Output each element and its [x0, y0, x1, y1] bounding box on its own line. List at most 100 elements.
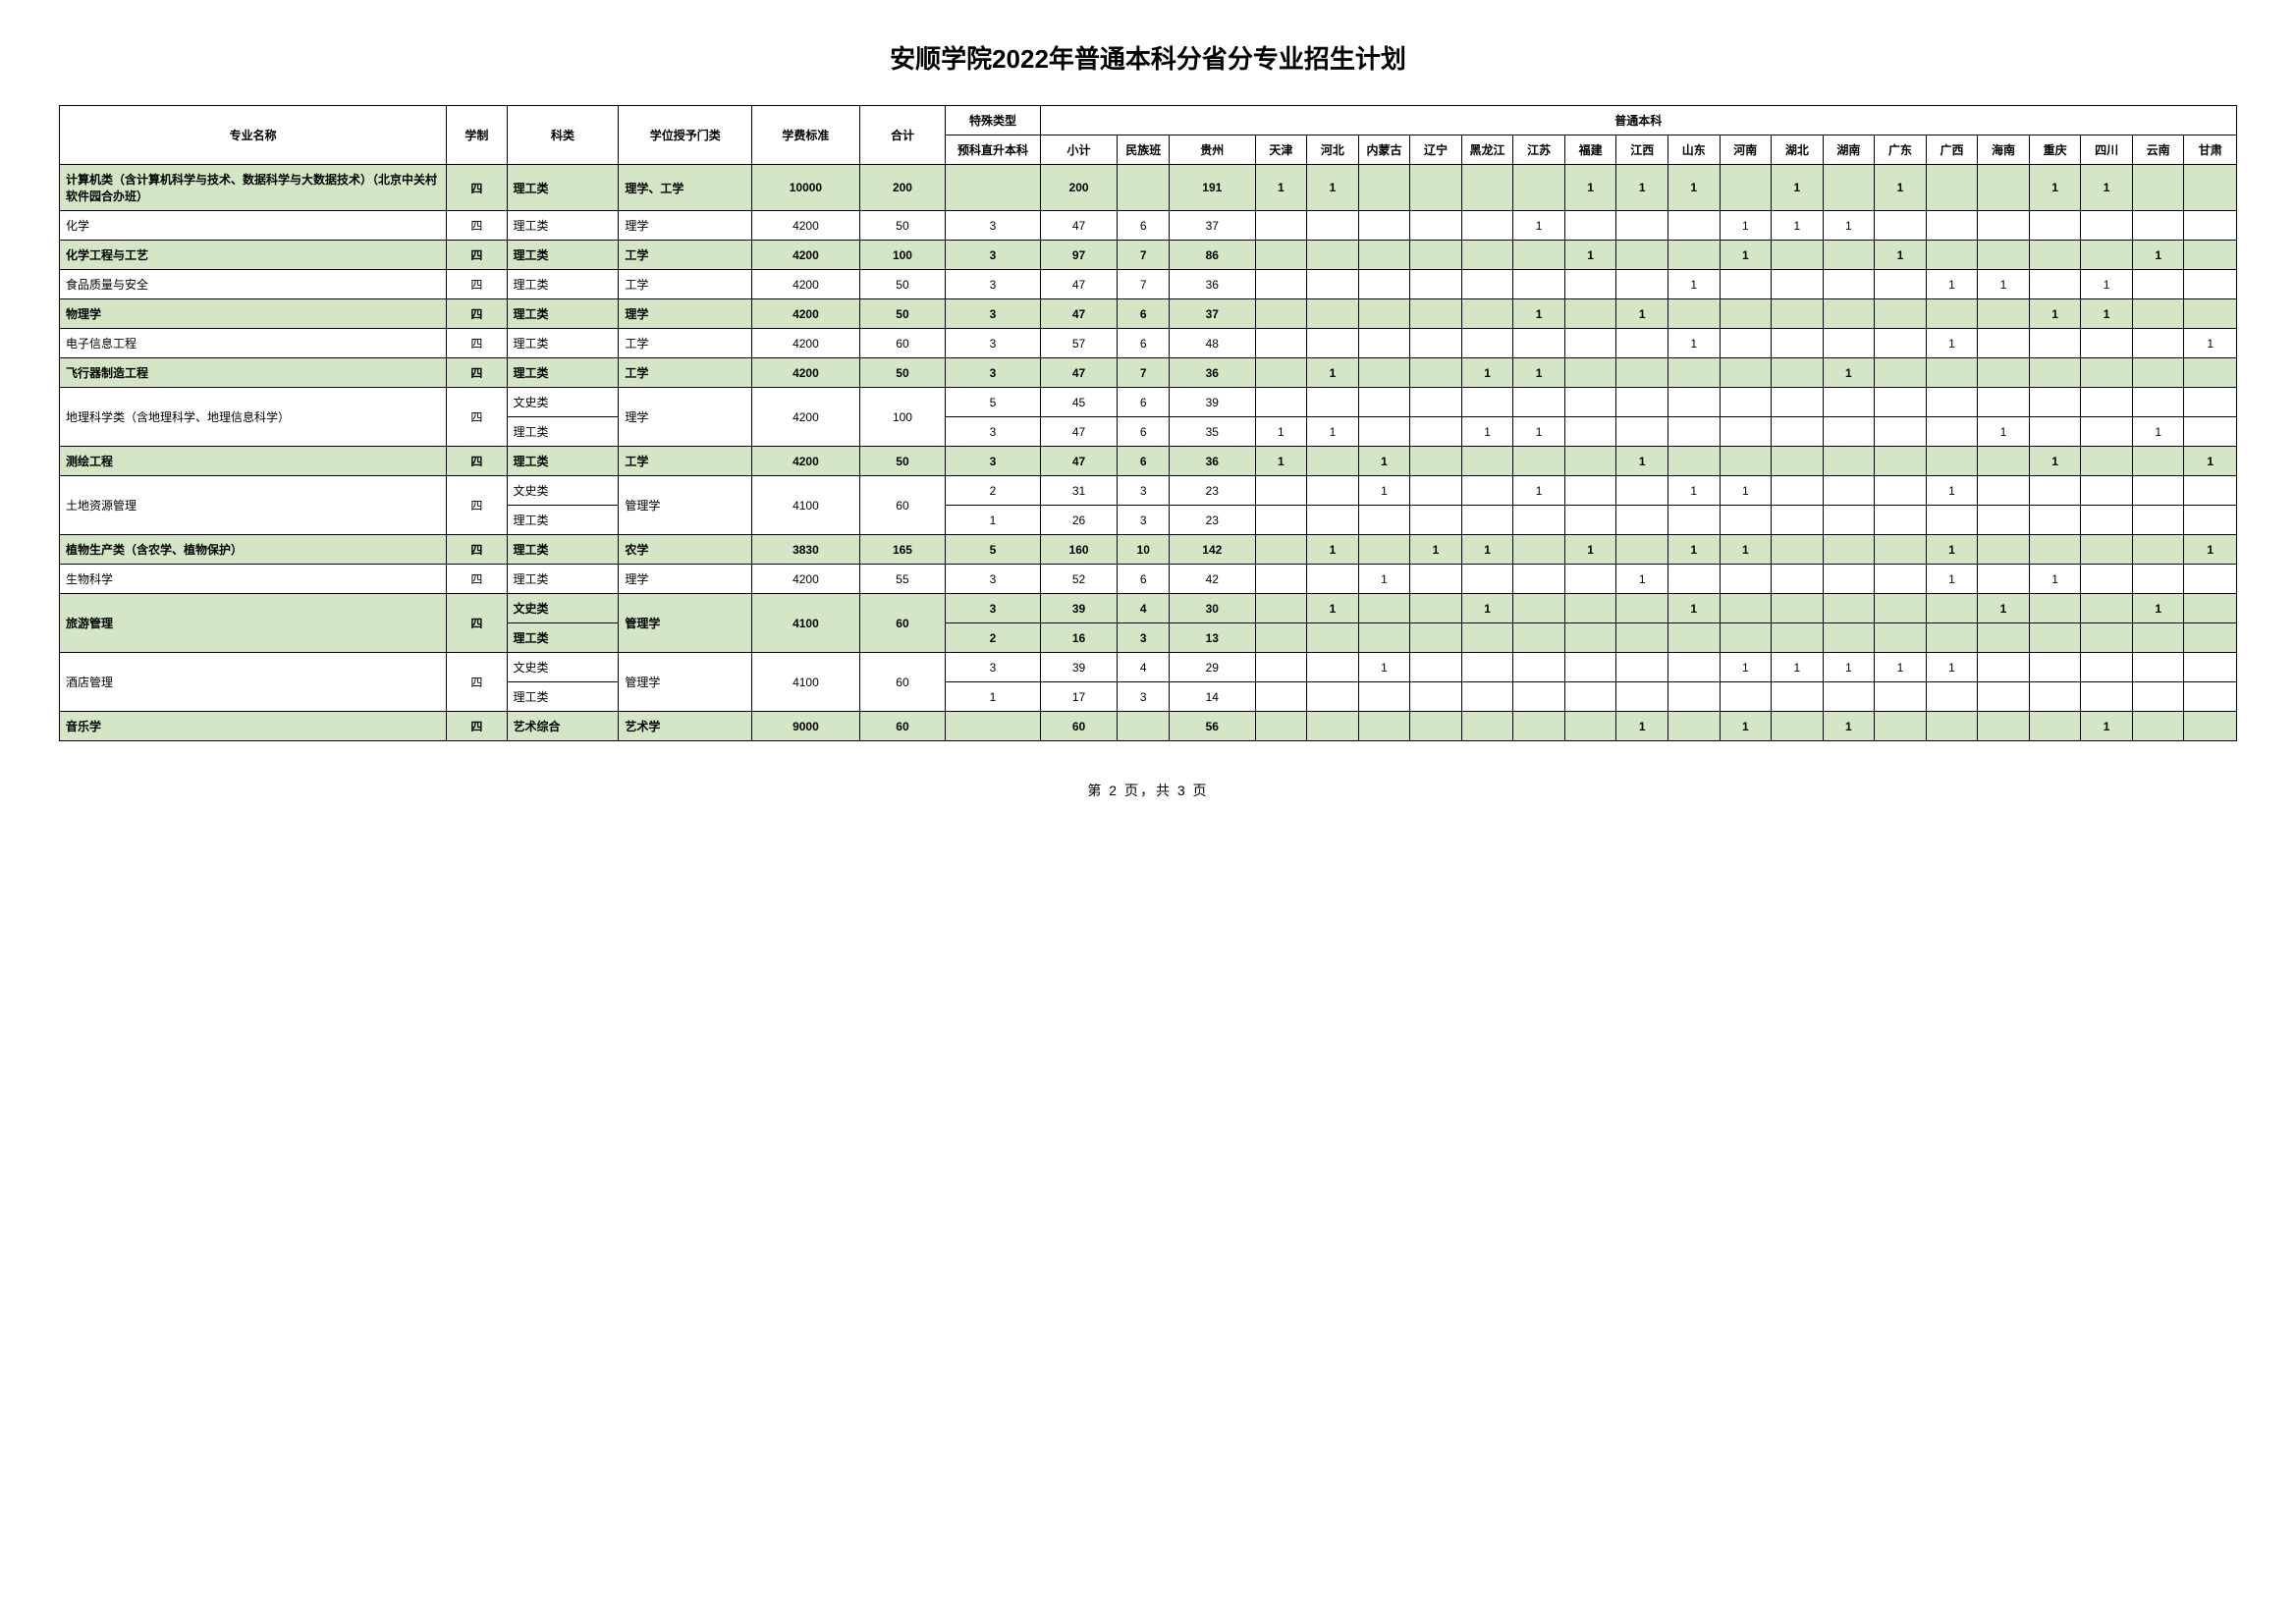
cell-prov: [1461, 211, 1513, 241]
cell-prov: [2081, 241, 2133, 270]
cell-xj: 47: [1040, 417, 1118, 447]
cell-prov: [1772, 594, 1824, 623]
cell-prov: [1410, 712, 1462, 741]
cell-prov: 1: [1616, 565, 1668, 594]
table-row: 地理科学类（含地理科学、地理信息科学）四文史类理学4200100545639: [60, 388, 2237, 417]
cell-prov: 1: [1720, 211, 1772, 241]
cell-prov: 1: [1667, 476, 1720, 506]
cell-yk: 3: [946, 447, 1040, 476]
cell-total: 60: [859, 476, 946, 535]
cell-xw: 工学: [619, 270, 752, 299]
cell-prov: [1978, 565, 2030, 594]
cell-prov: 1: [1720, 712, 1772, 741]
cell-total: 100: [859, 241, 946, 270]
cell-prov: 1: [1410, 535, 1462, 565]
cell-prov: [2184, 682, 2237, 712]
cell-prov: [2081, 623, 2133, 653]
cell-prov: [1410, 388, 1462, 417]
cell-prov: [2132, 447, 2184, 476]
cell-prov: [2184, 211, 2237, 241]
cell-prov: [1926, 299, 1978, 329]
cell-kl: 理工类: [507, 165, 619, 211]
cell-prov: 48: [1170, 329, 1256, 358]
cell-prov: [1720, 165, 1772, 211]
cell-prov: [1461, 447, 1513, 476]
cell-prov: [1616, 358, 1668, 388]
cell-prov: [1772, 388, 1824, 417]
cell-total: 50: [859, 447, 946, 476]
cell-prov: 39: [1170, 388, 1256, 417]
cell-xz: 四: [447, 476, 507, 535]
cell-prov: [2132, 476, 2184, 506]
cell-prov: 14: [1170, 682, 1256, 712]
cell-prov: [1513, 535, 1565, 565]
cell-prov: [2184, 165, 2237, 211]
cell-kl: 理工类: [507, 565, 619, 594]
cell-yk: 3: [946, 299, 1040, 329]
cell-prov: [2029, 623, 2081, 653]
cell-total: 60: [859, 594, 946, 653]
h-prov: 海南: [1978, 135, 2030, 165]
cell-prov: [1564, 417, 1616, 447]
cell-prov: [1616, 594, 1668, 623]
cell-xz: 四: [447, 565, 507, 594]
cell-prov: 1: [1461, 358, 1513, 388]
h-fee: 学费标准: [752, 106, 860, 165]
cell-prov: [1255, 388, 1307, 417]
table-row: 物理学四理工类理学4200503476371111: [60, 299, 2237, 329]
cell-prov: [1513, 270, 1565, 299]
cell-prov: [2081, 535, 2133, 565]
cell-prov: [1358, 270, 1410, 299]
cell-prov: 1: [2184, 329, 2237, 358]
cell-prov: 1: [1564, 241, 1616, 270]
cell-prov: [1772, 506, 1824, 535]
cell-prov: [1616, 535, 1668, 565]
table-row: 土地资源管理四文史类管理学41006023132311111: [60, 476, 2237, 506]
cell-prov: [1823, 565, 1875, 594]
h-prov: 江西: [1616, 135, 1668, 165]
cell-prov: [1564, 358, 1616, 388]
cell-prov: [2029, 270, 2081, 299]
cell-xj: 60: [1040, 712, 1118, 741]
h-major: 专业名称: [60, 106, 447, 165]
cell-prov: [1772, 358, 1824, 388]
cell-prov: [1875, 211, 1927, 241]
cell-prov: [1667, 447, 1720, 476]
cell-xj: 47: [1040, 447, 1118, 476]
cell-prov: [1564, 653, 1616, 682]
cell-prov: [2132, 358, 2184, 388]
cell-prov: [1823, 535, 1875, 565]
cell-xz: 四: [447, 594, 507, 653]
cell-prov: [1616, 682, 1668, 712]
cell-prov: [1461, 270, 1513, 299]
cell-xw: 理学: [619, 388, 752, 447]
cell-prov: [1926, 241, 1978, 270]
cell-mz: 3: [1118, 682, 1170, 712]
cell-prov: [1978, 653, 2030, 682]
cell-prov: [1875, 270, 1927, 299]
cell-prov: [1461, 565, 1513, 594]
cell-prov: 1: [1616, 447, 1668, 476]
cell-prov: [1513, 329, 1565, 358]
cell-prov: [2081, 417, 2133, 447]
cell-prov: 1: [1720, 535, 1772, 565]
cell-prov: [1410, 447, 1462, 476]
cell-prov: [2081, 594, 2133, 623]
cell-prov: [1307, 476, 1359, 506]
cell-prov: [1410, 506, 1462, 535]
cell-prov: [2029, 653, 2081, 682]
cell-prov: [2029, 241, 2081, 270]
cell-prov: [1255, 506, 1307, 535]
cell-prov: 1: [1926, 565, 1978, 594]
cell-prov: [1978, 358, 2030, 388]
cell-prov: [1823, 329, 1875, 358]
cell-prov: 1: [1358, 565, 1410, 594]
table-row: 生物科学四理工类理学4200553526421111: [60, 565, 2237, 594]
table-row: 化学四理工类理学4200503476371111: [60, 211, 2237, 241]
cell-kl: 文史类: [507, 388, 619, 417]
cell-mz: 6: [1118, 565, 1170, 594]
h-xuewei: 学位授予门类: [619, 106, 752, 165]
cell-xw: 理学: [619, 211, 752, 241]
h-prov: 湖北: [1772, 135, 1824, 165]
h-prov: 云南: [2132, 135, 2184, 165]
